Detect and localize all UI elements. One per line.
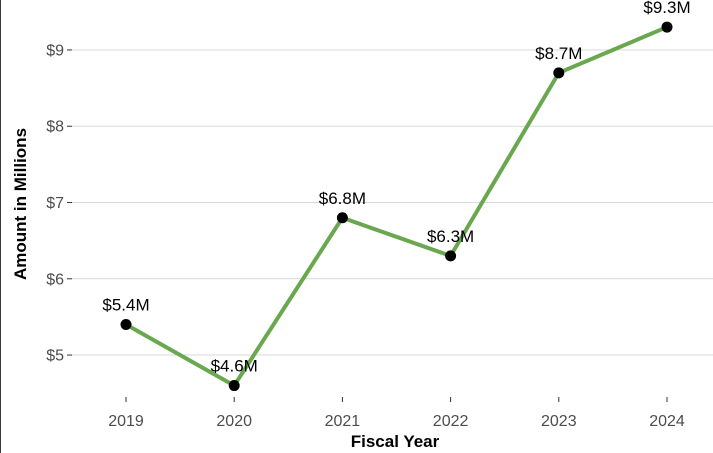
series-line	[126, 27, 667, 385]
x-axis-title: Fiscal Year	[351, 432, 440, 451]
data-point-2022	[445, 250, 456, 261]
data-label-2020: $4.6M	[211, 357, 258, 376]
x-tick-label-2020: 2020	[216, 413, 252, 430]
x-tick-label-2024: 2024	[649, 413, 685, 430]
y-axis-title: Amount in Millions	[11, 128, 30, 280]
data-point-2024	[662, 22, 673, 33]
data-point-2021	[337, 212, 348, 223]
x-tick-label-2021: 2021	[325, 413, 361, 430]
series-line-group	[126, 27, 667, 385]
data-label-2022: $6.3M	[427, 227, 474, 246]
x-axis-ticks: 2019 2020 2021 2022 2023 2024	[108, 397, 685, 430]
y-tick-label-8: $8	[46, 119, 64, 136]
y-tick-label-7: $7	[46, 195, 64, 212]
data-point-2020	[229, 380, 240, 391]
y-axis-ticks: $5 $6 $7 $8 $9	[46, 42, 72, 364]
y-tick-label-5: $5	[46, 348, 64, 365]
y-tick-label-6: $6	[46, 271, 64, 288]
x-tick-label-2019: 2019	[108, 413, 144, 430]
x-tick-label-2023: 2023	[541, 413, 577, 430]
data-label-2021: $6.8M	[319, 189, 366, 208]
y-tick-label-9: $9	[46, 42, 64, 59]
y-gridlines	[72, 50, 713, 355]
data-label-2023: $8.7M	[535, 44, 582, 63]
data-label-2019: $5.4M	[102, 296, 149, 315]
data-point-2023	[553, 67, 564, 78]
data-point-2019	[121, 319, 132, 330]
data-label-2024: $9.3M	[643, 0, 690, 17]
data-points	[121, 22, 673, 391]
x-tick-label-2022: 2022	[433, 413, 469, 430]
